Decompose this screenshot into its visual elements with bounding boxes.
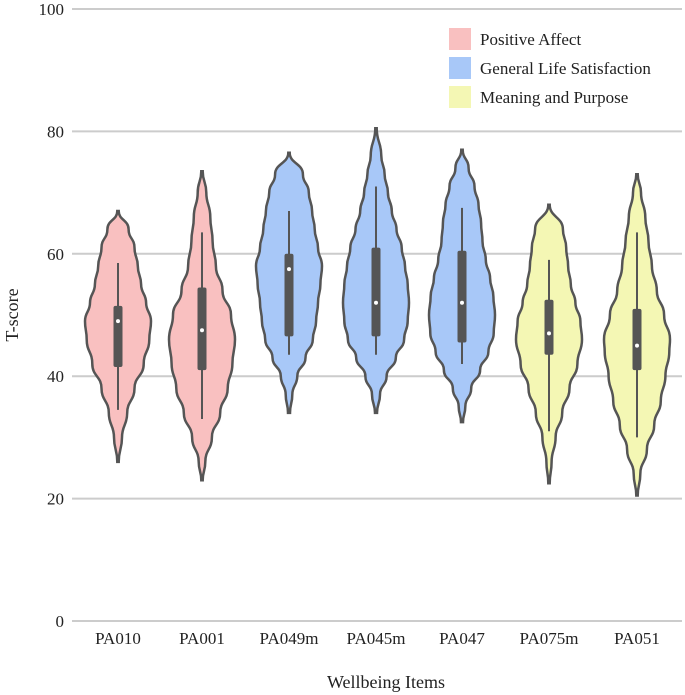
violin-pa075m <box>514 203 584 485</box>
x-tick-label: PA049m <box>260 629 319 648</box>
legend-swatch <box>449 57 471 79</box>
x-tick-labels: PA010 PA001 PA049m PA045m PA047 PA075m PA051 <box>95 629 660 648</box>
violin-pa010 <box>83 209 153 464</box>
y-tick-label: 0 <box>56 612 65 631</box>
x-tick-label: PA010 <box>95 629 141 648</box>
violin-median-dot <box>547 331 551 336</box>
x-axis-title: Wellbeing Items <box>327 672 445 692</box>
x-tick-label: PA045m <box>347 629 406 648</box>
legend-label: General Life Satisfaction <box>480 59 651 78</box>
legend-swatch <box>449 28 471 50</box>
legend-item: General Life Satisfaction <box>449 57 651 79</box>
legend-swatch <box>449 86 471 108</box>
violin-median-dot <box>287 267 291 272</box>
x-tick-label: PA075m <box>520 629 579 648</box>
violin-median-dot <box>460 300 464 305</box>
violins <box>83 127 672 497</box>
violin-median-dot <box>374 300 378 305</box>
violin-pa051 <box>602 172 672 497</box>
violin-iqr-box <box>632 308 642 371</box>
y-axis-title: T-score <box>2 288 22 341</box>
y-tick-label: 20 <box>47 490 64 509</box>
legend-item: Meaning and Purpose <box>449 86 628 108</box>
legend-label: Positive Affect <box>480 30 581 49</box>
violin-iqr-box <box>113 305 123 368</box>
legend: Positive Affect General Life Satisfaction… <box>449 28 651 108</box>
x-tick-label: PA051 <box>614 629 660 648</box>
violin-median-dot <box>116 319 120 324</box>
violin-pa049m <box>254 151 324 415</box>
violin-pa001 <box>167 169 237 482</box>
violin-iqr-box <box>544 299 554 355</box>
y-tick-label: 40 <box>47 367 64 386</box>
y-tick-label: 80 <box>47 122 64 141</box>
x-tick-label: PA047 <box>439 629 485 648</box>
violin-pa045m <box>341 127 411 415</box>
violin-iqr-box <box>371 247 381 337</box>
x-tick-label: PA001 <box>179 629 225 648</box>
violin-pa047 <box>427 148 497 424</box>
violin-iqr-box <box>457 250 467 343</box>
legend-label: Meaning and Purpose <box>480 88 628 107</box>
y-tick-label: 100 <box>39 0 65 19</box>
y-tick-labels: 0 20 40 60 80 100 <box>39 0 65 631</box>
legend-item: Positive Affect <box>449 28 581 50</box>
y-tick-label: 60 <box>47 245 64 264</box>
violin-median-dot <box>200 328 204 333</box>
violin-median-dot <box>635 343 639 348</box>
violin-iqr-box <box>284 253 294 337</box>
